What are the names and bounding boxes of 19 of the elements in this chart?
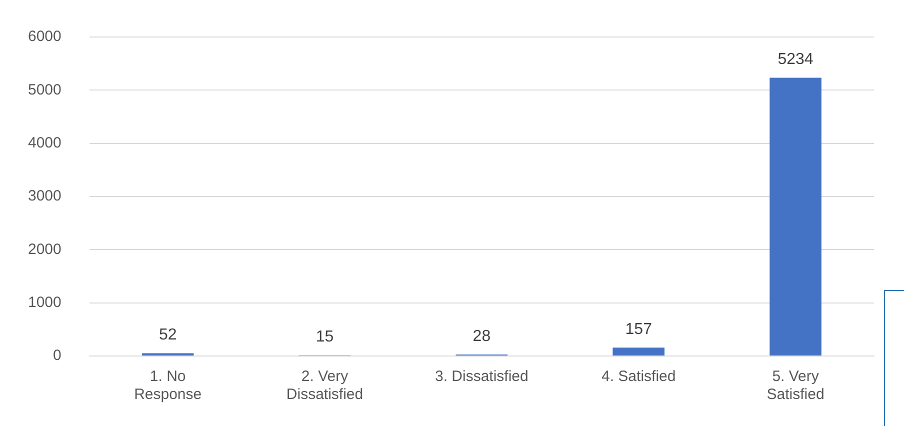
y-tick-label: 0 [53, 347, 62, 364]
y-tick-label: 6000 [28, 28, 62, 46]
x-tick-label: 1. No Response [134, 368, 202, 404]
data-label: 28 [472, 328, 491, 345]
data-label: 15 [316, 328, 334, 346]
data-label: 52 [158, 326, 177, 344]
y-tick-label: 1000 [28, 294, 62, 311]
x-tick-label: 2. Very Dissatisfied [286, 368, 364, 404]
x-tick-label: 4. Satisfied [602, 368, 676, 386]
bar [770, 78, 822, 356]
bar [612, 348, 665, 356]
x-tick-label: 3. Dissatisfied [434, 368, 528, 386]
x-tick-label: 5. Very Satisfied [766, 368, 824, 404]
y-tick-label: 3000 [28, 188, 62, 205]
y-tick-label: 2000 [28, 240, 62, 258]
y-tick-label: 5000 [28, 81, 62, 98]
data-label: 5234 [778, 51, 814, 68]
data-label: 157 [625, 321, 652, 338]
y-tick-label: 4000 [28, 134, 62, 152]
